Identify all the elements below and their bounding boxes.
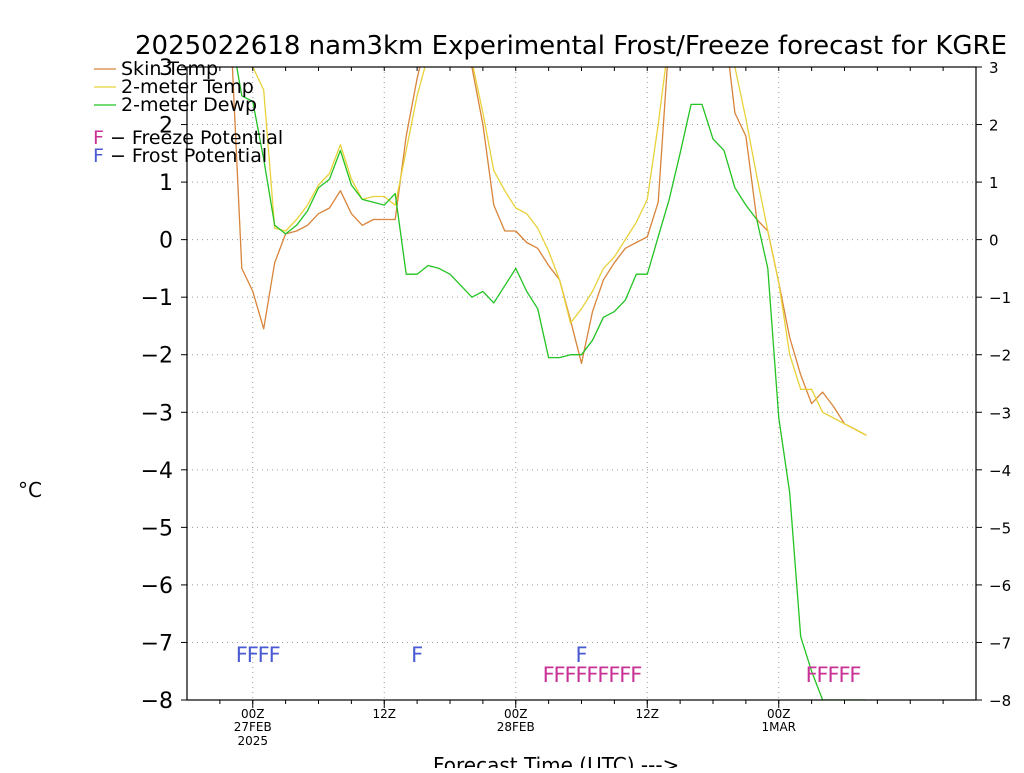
potential-legend-text: − Freeze Potential	[104, 127, 283, 149]
frost-potential-marker: F	[575, 643, 587, 667]
frost-potential-marker: F	[236, 643, 248, 667]
x-tick-label: 12Z	[636, 707, 660, 721]
y-tick-label: 0	[159, 229, 173, 254]
y-tick-label-right: −7	[989, 634, 1011, 652]
y-tick-label: −7	[141, 631, 173, 656]
freeze-potential-marker: F	[554, 663, 566, 687]
y-tick-label-right: 2	[989, 117, 999, 135]
potential-legend-letter: F	[93, 145, 104, 167]
potential-legend-text: − Frost Potential	[104, 145, 267, 167]
frost-potential-marker: F	[258, 643, 270, 667]
y-tick-label-right: −6	[989, 577, 1011, 595]
freeze-potential-marker: F	[575, 663, 587, 687]
x-tick-label: 00Z	[504, 707, 528, 721]
x-tick-label: 00Z	[241, 707, 265, 721]
freeze-potential-marker: F	[608, 663, 620, 687]
frost-potential-marker: F	[269, 643, 281, 667]
freeze-potential-marker: F	[619, 663, 631, 687]
y-tick-label: −1	[141, 286, 173, 311]
freeze-potential-marker: F	[817, 663, 829, 687]
x-tick-label: 00Z	[767, 707, 791, 721]
y-tick-label-right: −3	[989, 404, 1011, 422]
y-tick-label: −4	[141, 459, 173, 484]
y-tick-label: −6	[141, 574, 173, 599]
x-tick-date: 1MAR	[761, 720, 796, 734]
grid	[187, 67, 976, 700]
x-tick-label: 12Z	[373, 707, 397, 721]
y-tick-label-right: −2	[989, 347, 1011, 365]
chart-title: 2025022618 nam3km Experimental Frost/Fre…	[135, 31, 1007, 61]
series-lines	[231, 67, 867, 700]
legend-label: 2-meter Temp	[121, 76, 254, 98]
series-line-skin-temp	[231, 67, 867, 436]
freeze-potential-marker: F	[806, 663, 818, 687]
x-axis-label: Forecast Time (UTC) --->	[433, 753, 679, 768]
y-tick-label: −8	[141, 689, 173, 714]
y-tick-label: −3	[141, 401, 173, 426]
y-tick-label-right: −1	[989, 289, 1011, 307]
legend-label: 2-meter Dewp	[121, 94, 257, 116]
legend-label: Skin Temp	[121, 58, 218, 80]
y-tick-label: −5	[141, 516, 173, 541]
potential-legend-letter: F	[93, 127, 104, 149]
freeze-potential-marker: F	[838, 663, 850, 687]
y-tick-label: −2	[141, 344, 173, 369]
series-line-2-meter-dewp	[236, 67, 867, 700]
x-tick-year: 2025	[237, 734, 268, 748]
x-tick-date: 27FEB	[234, 720, 272, 734]
freeze-potential-marker: F	[849, 663, 861, 687]
y-tick-label-right: −5	[989, 519, 1011, 537]
y-axis-left: −8 −7 −6 −5 −4 −3 −2 −1 0 1 2 3	[141, 56, 187, 714]
y-tick-label-right: 0	[989, 232, 999, 250]
y-tick-label: 3	[159, 56, 173, 81]
plot-frame	[186, 66, 977, 701]
frost-potential-marker: F	[411, 643, 423, 667]
y-axis-label: °C	[18, 478, 42, 502]
y-tick-label-right: −4	[989, 462, 1011, 480]
x-tick-date: 28FEB	[497, 720, 535, 734]
potential-legend-entry: F − Frost Potential	[93, 145, 267, 167]
freeze-potential-marker: F	[564, 663, 576, 687]
y-tick-label-right: −8	[989, 692, 1011, 710]
frost-potential-marker: F	[247, 643, 259, 667]
potential-legend-entry: F − Freeze Potential	[93, 127, 283, 149]
y-tick-label: 1	[159, 171, 173, 196]
freeze-potential-marker: F	[597, 663, 609, 687]
freeze-potential-marker: F	[827, 663, 839, 687]
freeze-potential-marker: F	[630, 663, 642, 687]
series-line-2-meter-temp	[252, 67, 867, 436]
freeze-potential-marker: F	[543, 663, 555, 687]
y-tick-label-right: 3	[989, 59, 999, 77]
y-tick-label: 2	[159, 114, 173, 139]
y-axis-right: −8 −7 −6 −5 −4 −3 −2 −1 0 1 2 3	[976, 59, 1011, 710]
freeze-potential-marker: F	[586, 663, 598, 687]
y-tick-label-right: 1	[989, 174, 999, 192]
